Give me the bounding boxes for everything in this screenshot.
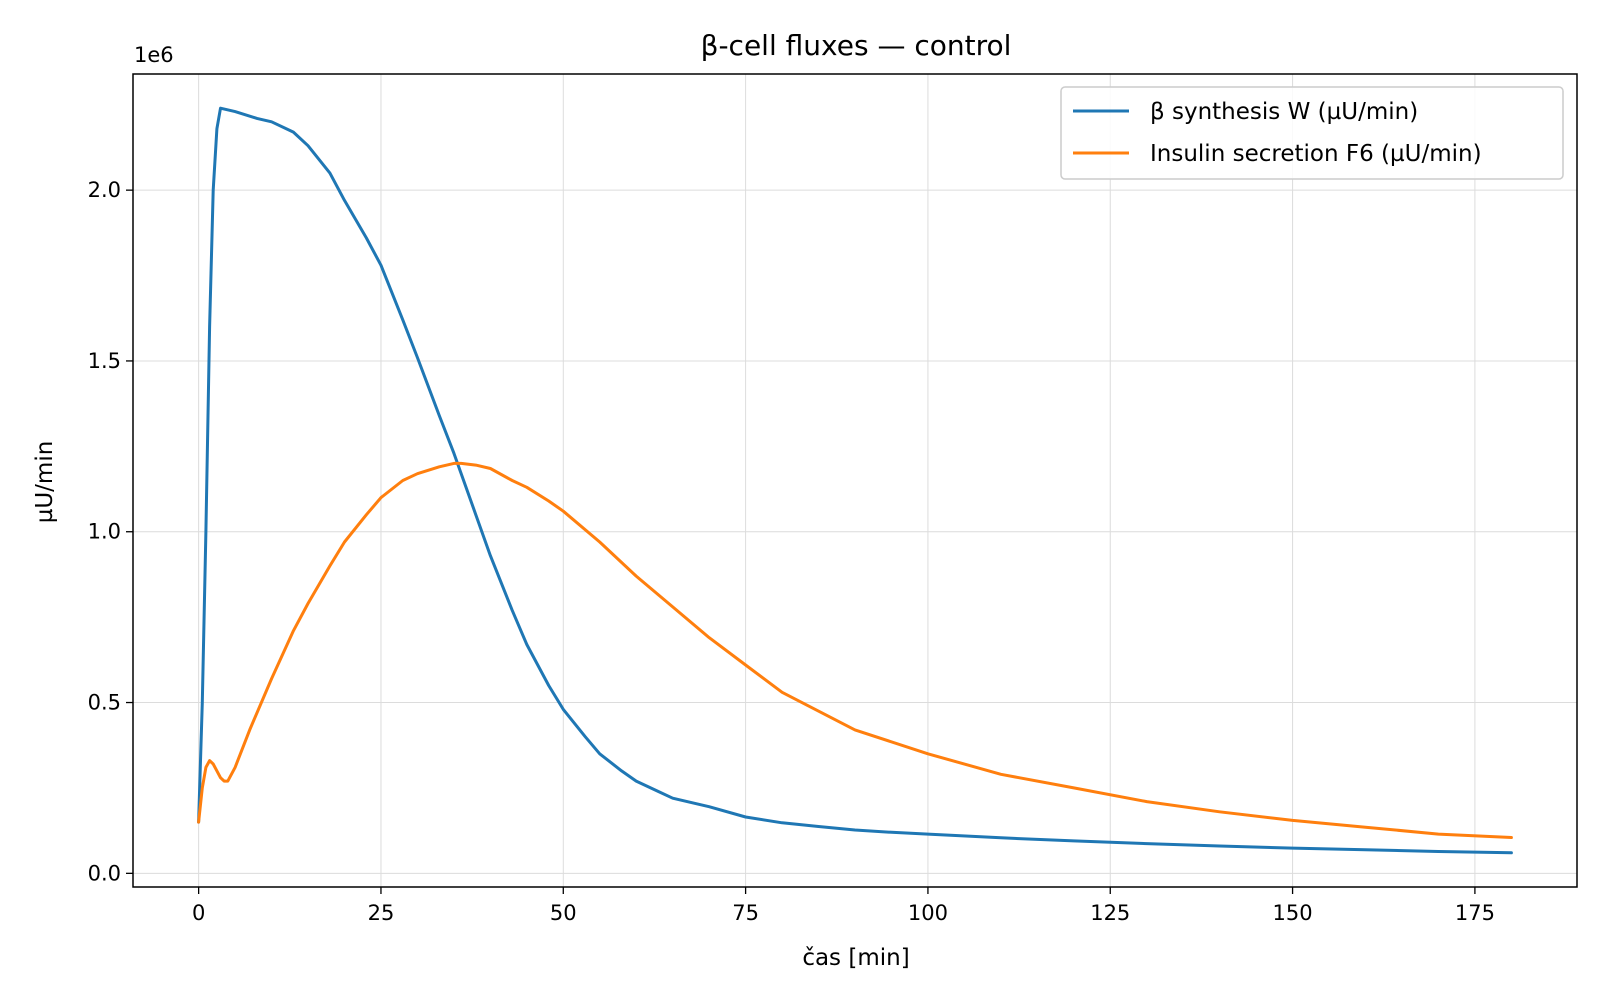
x-tick-label: 150 [1273,901,1313,925]
x-tick-label: 125 [1090,901,1130,925]
x-tick-label: 0 [192,901,205,925]
legend: β synthesis W (µU/min) Insulin secretion … [1060,86,1564,180]
series-line-1 [197,106,1513,855]
ticks: 0 25 50 75 100 125 150 175 0.0 0.5 1.0 1.5 2.0 [88,178,1495,925]
y-axis-label: µU/min [32,441,58,524]
plot-frame [132,73,1578,888]
x-tick-label: 175 [1455,901,1495,925]
y-tick-label: 0.5 [88,691,121,715]
y-tick-label: 1.0 [88,520,121,544]
y-tick-label: 0.0 [88,861,121,885]
y-tick-label: 2.0 [88,178,121,202]
x-tick-label: 100 [908,901,948,925]
x-axis-label: čas [min] [802,945,909,971]
series-layer [197,106,1513,855]
x-tick-label: 50 [550,901,577,925]
y-offset-text: 1e6 [134,43,174,67]
series-line-2 [197,461,1513,839]
chart-title: β-cell fluxes — control [701,29,1012,62]
grid [133,74,1577,887]
y-tick-label: 1.5 [88,349,121,373]
legend-label-1: β synthesis W (µU/min) [1150,99,1418,125]
x-tick-label: 75 [732,901,759,925]
x-tick-label: 25 [368,901,395,925]
legend-label-2: Insulin secretion F6 (µU/min) [1150,141,1482,167]
legend-box [1060,86,1564,180]
